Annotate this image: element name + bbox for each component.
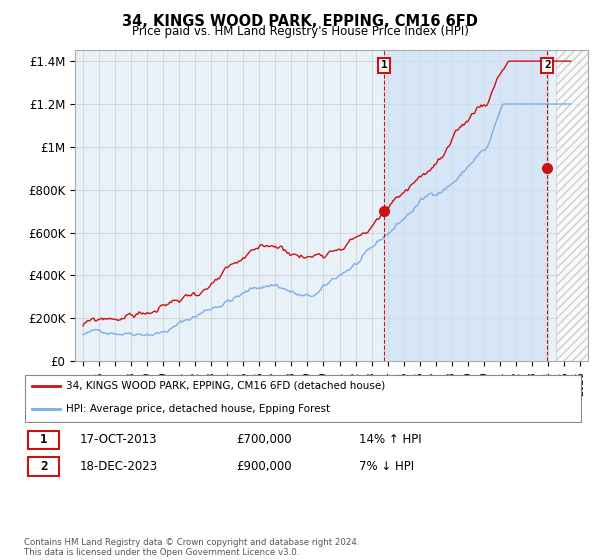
Text: Price paid vs. HM Land Registry's House Price Index (HPI): Price paid vs. HM Land Registry's House … xyxy=(131,25,469,38)
Text: £700,000: £700,000 xyxy=(236,433,292,446)
Text: 2: 2 xyxy=(544,60,551,71)
Text: £900,000: £900,000 xyxy=(236,460,292,473)
Text: 18-DEC-2023: 18-DEC-2023 xyxy=(80,460,158,473)
Text: 34, KINGS WOOD PARK, EPPING, CM16 6FD (detached house): 34, KINGS WOOD PARK, EPPING, CM16 6FD (d… xyxy=(66,381,385,391)
Text: 34, KINGS WOOD PARK, EPPING, CM16 6FD: 34, KINGS WOOD PARK, EPPING, CM16 6FD xyxy=(122,14,478,29)
Bar xyxy=(28,458,59,475)
Bar xyxy=(28,431,59,449)
Text: 1: 1 xyxy=(40,433,47,446)
Text: 7% ↓ HPI: 7% ↓ HPI xyxy=(359,460,414,473)
Text: 1: 1 xyxy=(381,60,388,71)
Text: 2: 2 xyxy=(40,460,47,473)
Bar xyxy=(556,50,588,361)
Text: 14% ↑ HPI: 14% ↑ HPI xyxy=(359,433,421,446)
Text: Contains HM Land Registry data © Crown copyright and database right 2024.
This d: Contains HM Land Registry data © Crown c… xyxy=(24,538,359,557)
Text: HPI: Average price, detached house, Epping Forest: HPI: Average price, detached house, Eppi… xyxy=(66,404,330,414)
Bar xyxy=(384,50,547,361)
Text: 17-OCT-2013: 17-OCT-2013 xyxy=(80,433,157,446)
